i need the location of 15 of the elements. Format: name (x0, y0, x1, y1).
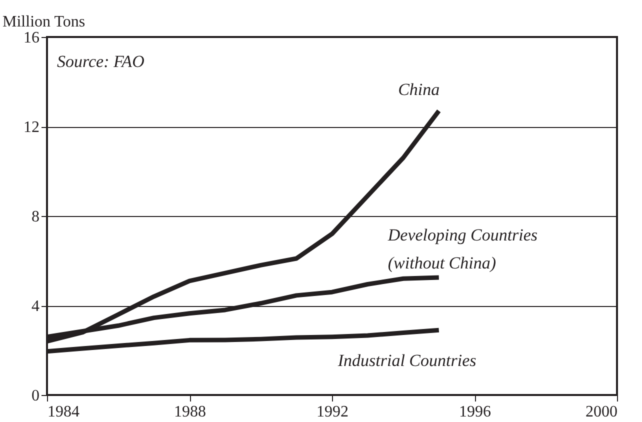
x-tick-label: 1984 (48, 404, 80, 420)
x-tick-label: 2000 (586, 404, 618, 420)
x-tick-label: 1992 (316, 404, 348, 420)
y-axis-title: Million Tons (2, 14, 86, 30)
annotation: Source: FAO (57, 52, 144, 71)
y-tick-label: 4 (32, 298, 40, 315)
y-tick-label: 8 (32, 208, 40, 226)
x-tick-label: 1996 (459, 404, 491, 420)
series-label: Developing Countries (without China) (386, 226, 538, 273)
series-label: Industrial Countries (336, 351, 477, 370)
y-tick-label: 16 (24, 30, 40, 46)
y-tick-label: 0 (32, 388, 40, 404)
series-label: China (398, 80, 440, 99)
x-tick-label: 1988 (174, 404, 206, 420)
y-tick-label: 12 (24, 119, 40, 136)
